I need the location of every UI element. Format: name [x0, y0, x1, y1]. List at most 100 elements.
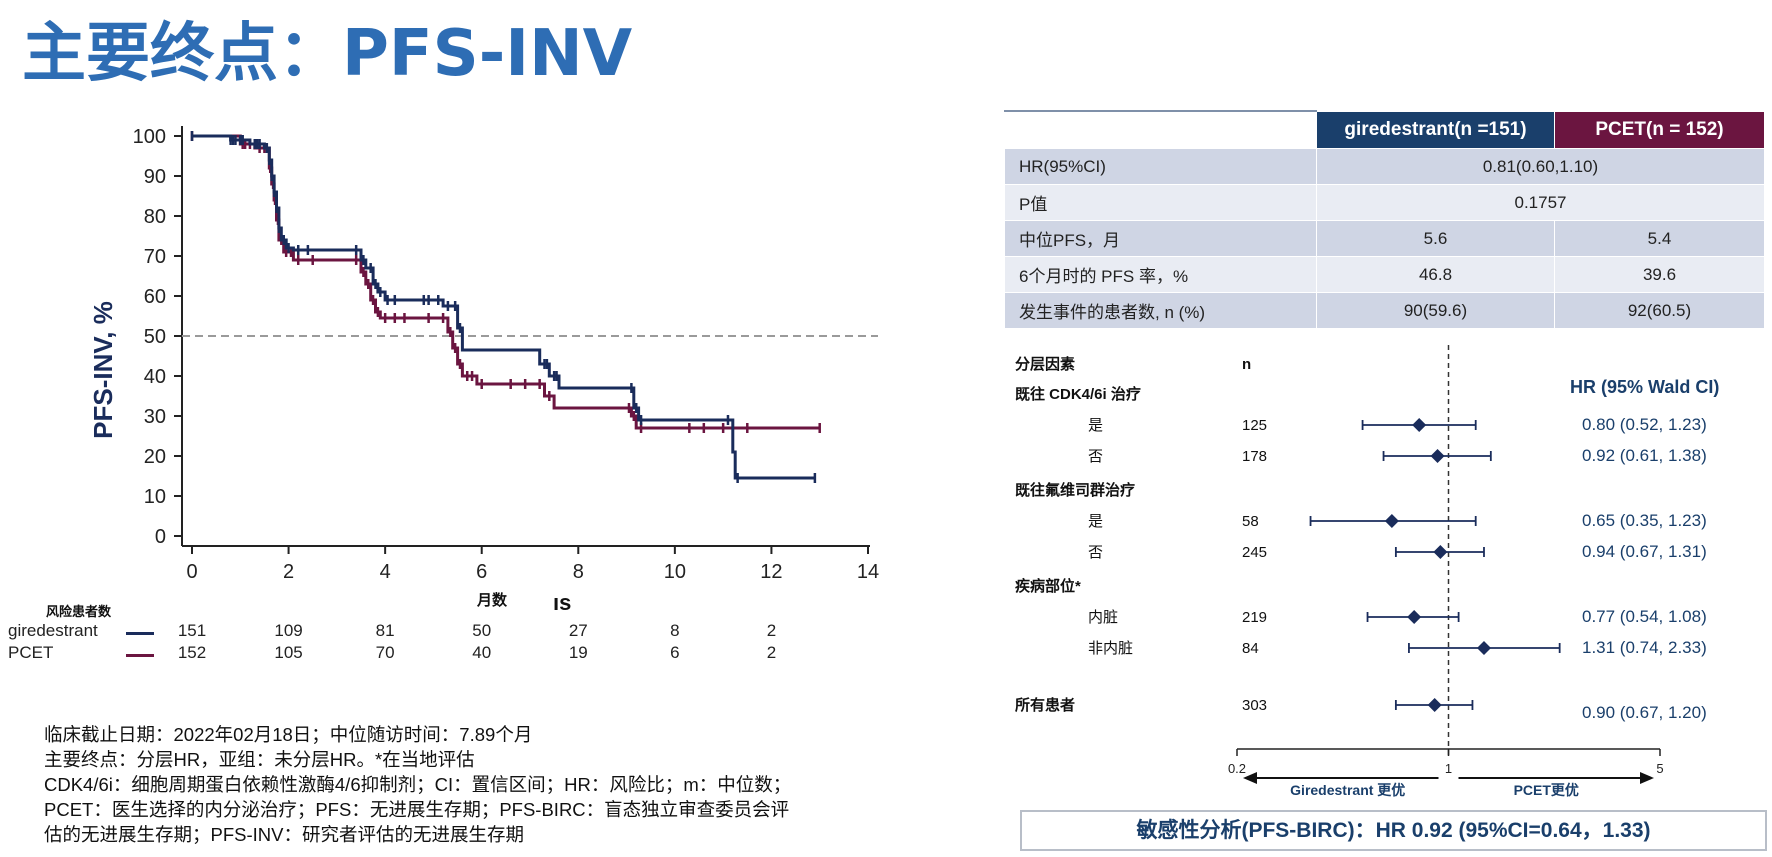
forest-group-label: 既往氟维司群治疗 [1015, 481, 1135, 499]
summary-value: 90(59.6) [1316, 292, 1555, 329]
summary-row-rate: 6个月时的 PFS 率，% 46.8 39.6 [1004, 256, 1765, 293]
risk-count: 151 [177, 621, 207, 640]
forest-hr-text: 0.92 (0.61, 1.38) [1582, 446, 1707, 465]
forest-x-tick-label: 5 [1656, 761, 1663, 776]
summary-header-pcet: PCET(n = 152) [1554, 110, 1765, 149]
km-y-tick-label: 60 [144, 286, 166, 308]
summary-row-median: 中位PFS，月 5.6 5.4 [1004, 220, 1765, 257]
forest-row-n: 178 [1242, 448, 1267, 465]
footnotes: 临床截止日期：2022年02月18日；中位随访时间：7.89个月 主要终点：分层… [44, 722, 894, 847]
km-axes: 0 10 20 30 40 50 60 70 80 90 100 0 2 4 6 8 10 12 14 [133, 126, 879, 583]
risk-count: 50 [472, 621, 492, 640]
forest-hr-text: 0.80 (0.52, 1.23) [1582, 415, 1707, 434]
summary-row-p: P值 0.1757 [1004, 184, 1765, 221]
footnote-line: PCET：医生选择的内分泌治疗；PFS：无进展生存期；PFS-BIRC：盲态独立… [44, 799, 790, 820]
footnote-line: 主要终点：分层HR，亚组：未分层HR。*在当地评估 [44, 749, 475, 770]
forest-row-label: 所有患者 [1015, 696, 1075, 714]
risk-row-label: PCET [8, 643, 54, 662]
summary-label: 6个月时的 PFS 率，% [1004, 256, 1317, 293]
risk-count: 70 [375, 643, 395, 662]
summary-label: P值 [1004, 184, 1317, 221]
forest-body: 既往 CDK4/6i 治疗是 125 0.80 (0.52, 1.23) 否 178 0.… [1015, 345, 1707, 798]
summary-table: giredestrant(n =151) PCET(n = 152) HR(95… [1004, 110, 1765, 329]
risk-count: 19 [568, 643, 588, 662]
km-y-tick-label: 90 [144, 166, 166, 188]
summary-row-events: 发生事件的患者数, n (%) 90(59.6) 92(60.5) [1004, 292, 1765, 329]
forest-row-n: 125 [1242, 417, 1267, 434]
forest-hr-text: 0.94 (0.67, 1.31) [1582, 542, 1707, 561]
forest-arrow-right-head [1640, 772, 1654, 784]
footnote-line: CDK4/6i：细胞周期蛋白依赖性激酶4/6抑制剂；CI：置信区间；HR：风险比… [44, 774, 792, 795]
forest-plot: 分层因素 n HR (95% Wald CI) 既往 CDK4/6i 治疗是 12… [1015, 345, 1719, 798]
summary-header-empty [1004, 110, 1317, 149]
km-y-tick-label: 50 [144, 326, 166, 348]
forest-hr-marker [1384, 514, 1399, 528]
km-curve-pcet [192, 134, 820, 430]
summary-header-row: giredestrant(n =151) PCET(n = 152) [1004, 110, 1765, 149]
forest-hr-marker [1433, 545, 1448, 559]
forest-group-label: 既往 CDK4/6i 治疗 [1015, 385, 1141, 403]
forest-hr-text: 0.77 (0.54, 1.08) [1582, 607, 1707, 626]
forest-row-n: 245 [1242, 544, 1267, 561]
km-x-tick-label: 2 [283, 561, 294, 583]
forest-col-hr: HR (95% Wald CI) [1570, 377, 1719, 397]
km-x-tick-label: 10 [664, 561, 686, 583]
risk-count: 2 [766, 621, 777, 640]
forest-row-label: 是 [1088, 417, 1103, 434]
forest-arrow-left-head [1243, 772, 1257, 784]
risk-count: 6 [670, 643, 680, 662]
forest-hr-marker [1427, 698, 1442, 712]
km-series [190, 131, 821, 483]
forest-row-label: 否 [1088, 544, 1103, 561]
km-y-tick-label: 20 [144, 446, 166, 468]
risk-count: 40 [472, 643, 492, 662]
summary-value: 92(60.5) [1554, 292, 1765, 329]
km-y-tick-label: 30 [144, 406, 166, 428]
summary-value: 5.4 [1554, 220, 1765, 257]
summary-value: 0.81(0.60,1.10) [1316, 148, 1765, 185]
summary-label: 中位PFS，月 [1004, 220, 1317, 257]
forest-hr-text: 1.31 (0.74, 2.33) [1582, 638, 1707, 657]
km-x-tick-label: 8 [573, 561, 584, 583]
forest-favor-right-label: PCET更优 [1514, 782, 1579, 798]
summary-value: 39.6 [1554, 256, 1765, 293]
forest-row-n: 219 [1242, 609, 1267, 626]
risk-count: 152 [177, 643, 207, 662]
km-x-tick-label: 14 [857, 561, 879, 583]
forest-group-label: 疾病部位* [1015, 577, 1081, 595]
forest-hr-text: 0.90 (0.67, 1.20) [1582, 703, 1707, 722]
summary-value: 0.1757 [1316, 184, 1765, 221]
summary-label: 发生事件的患者数, n (%) [1004, 292, 1317, 329]
km-x-axis-label-fragment: ıs [553, 590, 571, 615]
km-x-tick-label: 6 [476, 561, 487, 583]
forest-hr-marker [1430, 449, 1445, 463]
footnote-line: 估的无进展生存期；PFS-INV：研究者评估的无进展生存期 [44, 824, 524, 845]
km-y-tick-label: 100 [133, 126, 166, 148]
summary-value: 5.6 [1316, 220, 1555, 257]
forest-row-label: 非内脏 [1088, 640, 1133, 657]
forest-x-tick-label: 0.2 [1228, 761, 1246, 776]
forest-row-label: 是 [1088, 513, 1103, 530]
summary-label: HR(95%CI) [1004, 148, 1317, 185]
risk-count: 2 [766, 643, 777, 662]
km-chart: 0 10 20 30 40 50 60 70 80 90 100 0 2 4 6 8 10 12 14 PFS-IN… [88, 126, 879, 615]
risk-row-label: giredestrant [8, 621, 98, 640]
risk-row-line-legend [126, 632, 154, 635]
risk-count: 105 [274, 643, 303, 662]
page-title: 主要终点：PFS-INV [22, 17, 633, 91]
km-x-tick-label: 0 [186, 561, 197, 583]
risk-row-line-legend [126, 654, 154, 657]
km-y-tick-label: 0 [155, 526, 166, 548]
risk-table-title: 风险患者数 [46, 604, 112, 619]
risk-count: 81 [375, 621, 395, 640]
forest-row-n: 84 [1242, 640, 1259, 657]
footnote-line: 临床截止日期：2022年02月18日；中位随访时间：7.89个月 [44, 724, 533, 745]
km-x-axis-label: 月数 [476, 591, 508, 609]
km-y-axis-label: PFS-INV, % [88, 301, 118, 439]
forest-col-n: n [1242, 356, 1251, 373]
forest-hr-marker [1407, 610, 1422, 624]
risk-count: 109 [274, 621, 303, 640]
km-y-tick-label: 10 [144, 486, 166, 508]
risk-count: 8 [670, 621, 680, 640]
km-x-tick-label: 4 [380, 561, 391, 583]
